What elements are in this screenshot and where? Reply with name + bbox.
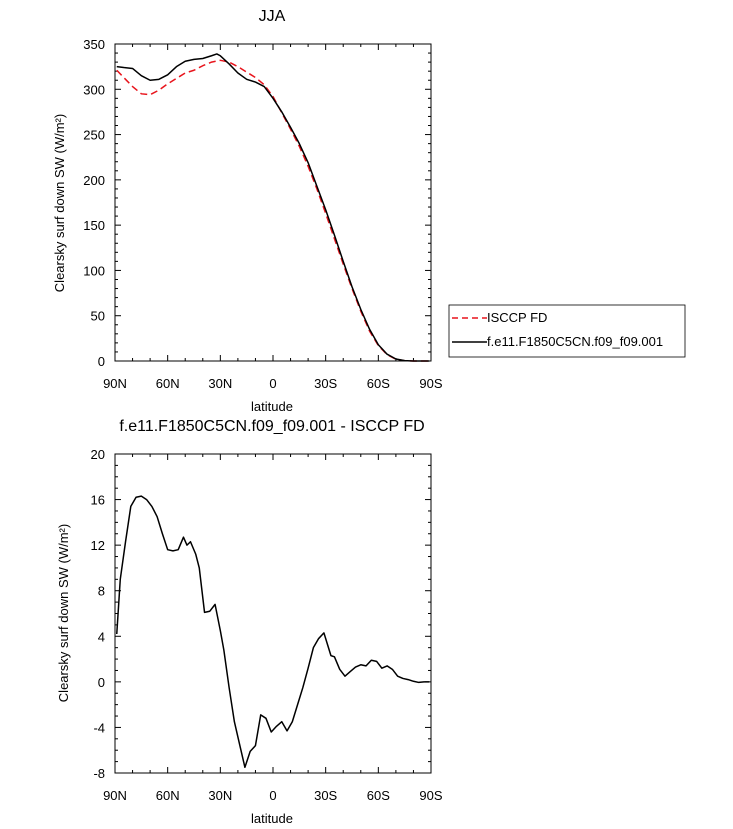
series-line-f-e11-f1850c5cn-f09-f09-001 — [116, 53, 430, 362]
bottom-chart-title: f.e11.F1850C5CN.f09_f09.001 - ISCCP FD — [119, 418, 424, 435]
top-chart-title: JJA — [259, 8, 286, 25]
x-tick-label: 30S — [314, 376, 337, 391]
y-tick-label: 200 — [83, 173, 105, 188]
top-panel: JJA Clearsky surf down SW (W/m²) latitud… — [52, 8, 443, 414]
y-tick-label: 300 — [83, 82, 105, 97]
top-x-tick-labels: 90N 60N 30N 0 30S 60S 90S — [103, 376, 443, 391]
x-tick-label: 90N — [103, 788, 127, 803]
y-tick-label: 4 — [98, 629, 105, 644]
legend-label-isccp: ISCCP FD — [487, 310, 547, 325]
legend: ISCCP FD f.e11.F1850C5CN.f09_f09.001 — [448, 304, 686, 358]
y-tick-label: -4 — [93, 720, 105, 735]
top-axis-ticks — [114, 43, 432, 362]
x-tick-label: 30S — [314, 788, 337, 803]
bottom-y-tick-labels: -8 -4 0 4 8 12 16 20 — [91, 447, 105, 781]
bottom-y-axis-label: Clearsky surf down SW (W/m²) — [56, 524, 71, 702]
x-tick-label: 60N — [156, 376, 180, 391]
y-tick-label: 12 — [91, 538, 105, 553]
series-line-isccp-fd — [116, 59, 430, 362]
bottom-series-lines — [116, 495, 430, 769]
x-tick-label: 60S — [367, 788, 390, 803]
bottom-plot-frame — [114, 453, 432, 774]
y-tick-label: 50 — [91, 309, 105, 324]
top-plot-frame — [114, 43, 432, 362]
bottom-axis-ticks — [114, 453, 432, 774]
top-series-lines — [116, 53, 430, 362]
bottom-panel: f.e11.F1850C5CN.f09_f09.001 - ISCCP FD C… — [56, 418, 443, 826]
top-y-tick-labels: 0 50 100 150 200 250 300 350 — [83, 37, 105, 369]
y-tick-label: 250 — [83, 128, 105, 143]
y-tick-label: 16 — [91, 493, 105, 508]
y-tick-label: 350 — [83, 37, 105, 52]
x-tick-label: 90S — [419, 376, 442, 391]
series-line-difference — [116, 495, 430, 769]
top-y-axis-label: Clearsky surf down SW (W/m²) — [52, 114, 67, 292]
y-tick-label: 0 — [98, 354, 105, 369]
legend-box — [448, 304, 686, 358]
x-tick-label: 90N — [103, 376, 127, 391]
x-tick-label: 0 — [269, 376, 276, 391]
x-tick-label: 30N — [208, 788, 232, 803]
x-tick-label: 30N — [208, 376, 232, 391]
x-tick-label: 60N — [156, 788, 180, 803]
bottom-x-tick-labels: 90N 60N 30N 0 30S 60S 90S — [103, 788, 443, 803]
x-tick-label: 90S — [419, 788, 442, 803]
y-tick-label: 100 — [83, 263, 105, 278]
top-x-axis-label: latitude — [251, 399, 293, 414]
y-tick-label: -8 — [93, 766, 105, 781]
x-tick-label: 60S — [367, 376, 390, 391]
y-tick-label: 20 — [91, 447, 105, 462]
y-tick-label: 0 — [98, 675, 105, 690]
legend-label-model: f.e11.F1850C5CN.f09_f09.001 — [487, 334, 663, 349]
y-tick-label: 150 — [83, 218, 105, 233]
bottom-x-axis-label: latitude — [251, 811, 293, 826]
x-tick-label: 0 — [269, 788, 276, 803]
y-tick-label: 8 — [98, 584, 105, 599]
